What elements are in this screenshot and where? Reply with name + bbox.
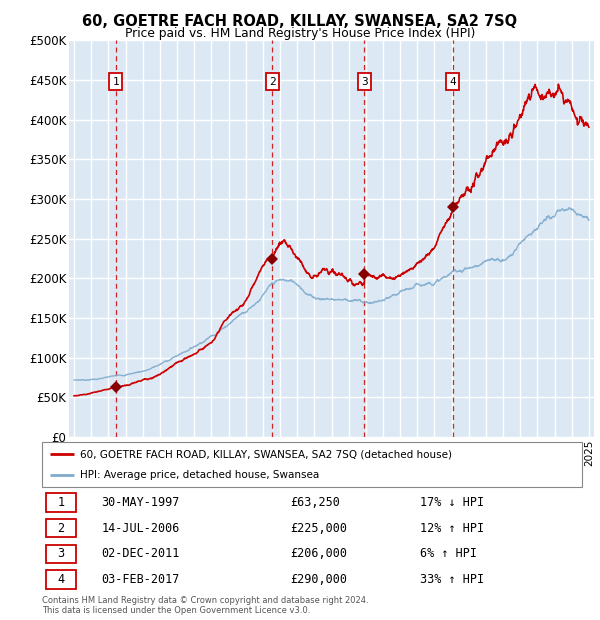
- Text: 3: 3: [58, 547, 65, 560]
- Text: £63,250: £63,250: [290, 496, 340, 509]
- FancyBboxPatch shape: [46, 494, 76, 512]
- Text: £290,000: £290,000: [290, 573, 347, 586]
- Text: 1: 1: [112, 76, 119, 87]
- Text: Contains HM Land Registry data © Crown copyright and database right 2024.: Contains HM Land Registry data © Crown c…: [42, 596, 368, 606]
- Text: 6% ↑ HPI: 6% ↑ HPI: [420, 547, 477, 560]
- Text: HPI: Average price, detached house, Swansea: HPI: Average price, detached house, Swan…: [80, 469, 319, 480]
- Text: 2: 2: [58, 521, 65, 534]
- FancyBboxPatch shape: [42, 442, 582, 487]
- Text: 02-DEC-2011: 02-DEC-2011: [101, 547, 180, 560]
- Text: 30-MAY-1997: 30-MAY-1997: [101, 496, 180, 509]
- FancyBboxPatch shape: [46, 519, 76, 538]
- Text: £206,000: £206,000: [290, 547, 347, 560]
- Text: 4: 4: [449, 76, 457, 87]
- Text: 14-JUL-2006: 14-JUL-2006: [101, 521, 180, 534]
- Text: 2: 2: [269, 76, 275, 87]
- Text: Price paid vs. HM Land Registry's House Price Index (HPI): Price paid vs. HM Land Registry's House …: [125, 27, 475, 40]
- Text: 3: 3: [361, 76, 368, 87]
- FancyBboxPatch shape: [46, 544, 76, 563]
- Text: 12% ↑ HPI: 12% ↑ HPI: [420, 521, 484, 534]
- Text: 17% ↓ HPI: 17% ↓ HPI: [420, 496, 484, 509]
- Text: This data is licensed under the Open Government Licence v3.0.: This data is licensed under the Open Gov…: [42, 606, 310, 616]
- Text: £225,000: £225,000: [290, 521, 347, 534]
- Text: 33% ↑ HPI: 33% ↑ HPI: [420, 573, 484, 586]
- Text: 60, GOETRE FACH ROAD, KILLAY, SWANSEA, SA2 7SQ (detached house): 60, GOETRE FACH ROAD, KILLAY, SWANSEA, S…: [80, 449, 452, 459]
- FancyBboxPatch shape: [46, 570, 76, 588]
- Text: 03-FEB-2017: 03-FEB-2017: [101, 573, 180, 586]
- Text: 4: 4: [58, 573, 65, 586]
- Text: 1: 1: [58, 496, 65, 509]
- Text: 60, GOETRE FACH ROAD, KILLAY, SWANSEA, SA2 7SQ: 60, GOETRE FACH ROAD, KILLAY, SWANSEA, S…: [82, 14, 518, 29]
